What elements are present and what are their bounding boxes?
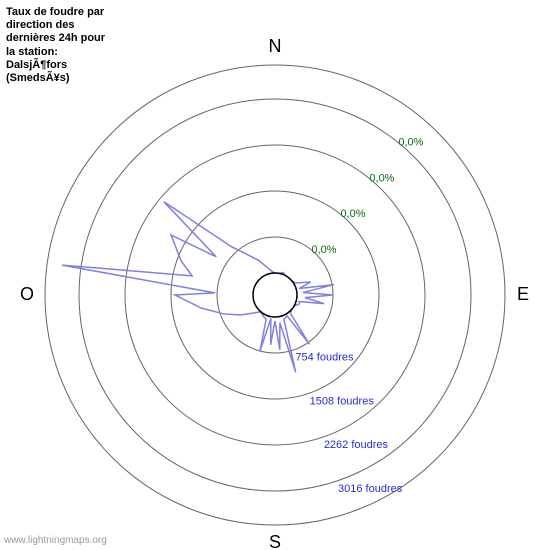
center-circle	[253, 273, 297, 317]
ring-count-label: 2262 foudres	[324, 439, 389, 451]
cardinal-label: S	[269, 532, 281, 550]
pct-label: 0,0%	[398, 137, 423, 149]
cardinal-label: N	[269, 36, 282, 56]
cardinal-label: E	[517, 284, 529, 304]
pct-label: 0,0%	[369, 172, 394, 184]
chart-title: Taux de foudre par direction des dernièr…	[6, 6, 116, 85]
cardinal-label: O	[20, 284, 34, 304]
pct-label: 0,0%	[340, 208, 365, 220]
pct-label: 0,0%	[312, 244, 337, 256]
ring-count-label: 754 foudres	[295, 352, 354, 364]
ring-count-label: 1508 foudres	[310, 395, 375, 407]
ring-count-label: 3016 foudres	[338, 483, 403, 495]
source-footer: www.lightningmaps.org	[4, 535, 107, 546]
polar-chart-container: Taux de foudre par direction des dernièr…	[0, 0, 550, 550]
